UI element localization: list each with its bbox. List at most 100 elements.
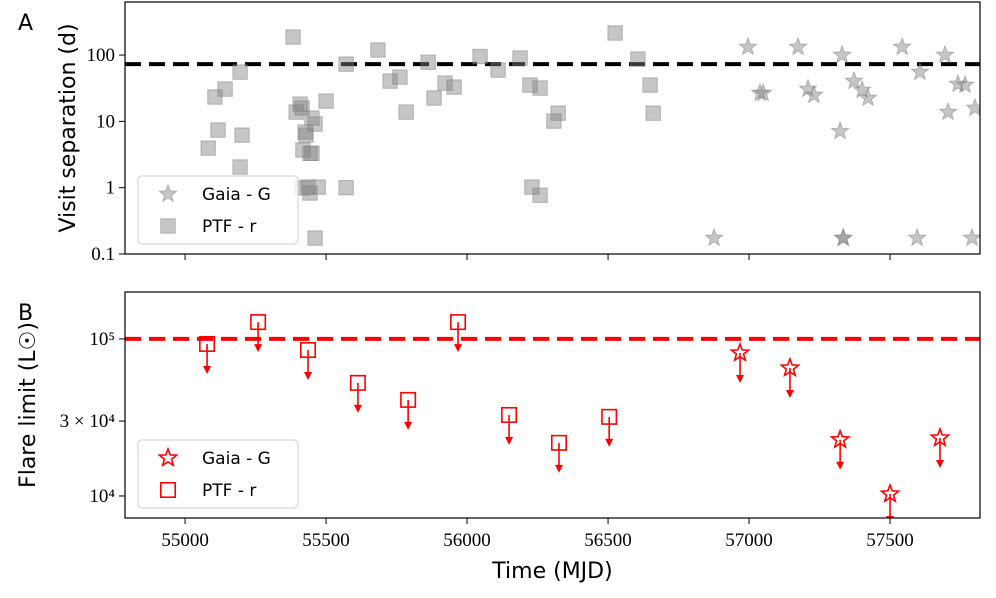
limit-arrowhead (836, 461, 845, 470)
square-marker (217, 81, 233, 97)
square-marker (234, 127, 250, 143)
axes-frame (124, 1, 981, 255)
star-marker (803, 84, 824, 104)
square-marker (426, 90, 442, 106)
square-marker (645, 105, 661, 121)
star-marker (844, 70, 864, 90)
square-marker (607, 25, 623, 41)
x-tick-label: 57500 (866, 530, 914, 551)
legend-label: Gaia - G (202, 185, 271, 205)
square-marker (446, 79, 462, 95)
square-marker (398, 104, 414, 120)
star-marker (832, 44, 853, 64)
plot-area (125, 25, 980, 247)
limit-arrowhead (605, 438, 614, 447)
legend-label: PTF - r (202, 217, 256, 237)
x-axis-label: Time (MJD) (491, 559, 612, 584)
panel-label: A (18, 11, 33, 36)
square-marker (200, 140, 216, 156)
limit-arrowhead (736, 374, 745, 383)
star-marker (738, 36, 758, 56)
square-marker (490, 62, 506, 78)
star-marker (907, 227, 928, 247)
legend-label: Gaia - G (202, 449, 271, 469)
star-marker (892, 36, 913, 56)
limit-arrowhead (254, 344, 263, 353)
star-marker (157, 446, 179, 468)
y-tick-label: 10 (96, 111, 115, 132)
square-marker (300, 179, 316, 195)
square-marker (370, 42, 386, 58)
square-marker (512, 50, 528, 66)
square-marker (294, 100, 310, 116)
square-marker (285, 29, 301, 45)
square-marker (232, 159, 248, 175)
star-marker (955, 74, 975, 94)
star-marker (965, 97, 980, 117)
star-marker (704, 227, 724, 247)
square-marker (392, 69, 408, 85)
square-marker (160, 481, 177, 498)
limit-arrowhead (203, 365, 212, 374)
panel-label: B (18, 301, 33, 326)
limit-arrowhead (505, 436, 514, 445)
x-tick-label: 56000 (443, 530, 491, 551)
star-marker (858, 87, 878, 107)
x-tick-label: 57000 (725, 530, 773, 551)
star-marker (910, 61, 930, 81)
square-marker (302, 185, 318, 201)
square-marker (210, 122, 226, 138)
square-marker (338, 56, 354, 72)
limit-arrowhead (554, 464, 563, 473)
square-marker (420, 54, 436, 70)
square-marker (307, 116, 323, 132)
y-tick-label: 10⁵ (89, 329, 115, 350)
plot-area (125, 314, 980, 518)
square-marker (307, 230, 323, 246)
square-marker (310, 179, 326, 195)
square-marker (318, 93, 334, 109)
square-marker (232, 64, 248, 80)
limit-arrowhead (353, 404, 362, 413)
square-marker (304, 145, 320, 161)
y-axis-label: Visit separation (d) (56, 23, 81, 232)
square-marker (546, 113, 562, 129)
axes-frame (124, 291, 981, 519)
star-marker (788, 36, 809, 56)
star-marker (158, 183, 178, 203)
star-marker (833, 227, 854, 247)
y-tick-label: 100 (87, 45, 116, 66)
square-marker (532, 187, 548, 203)
y-tick-label: 3 × 10⁴ (60, 411, 116, 432)
limit-arrowhead (454, 344, 463, 353)
square-marker (550, 105, 566, 121)
square-marker (630, 51, 646, 67)
y-tick-label: 1 (106, 178, 116, 199)
legend-label: PTF - r (202, 481, 256, 501)
square-marker (642, 77, 658, 93)
y-tick-label: 10⁴ (89, 486, 115, 507)
legend-box (137, 175, 299, 245)
star-marker (938, 101, 959, 121)
star-marker (962, 227, 980, 247)
star-marker (935, 44, 955, 64)
square-marker (160, 218, 176, 234)
legend-box (137, 439, 299, 509)
y-tick-label: 0.1 (91, 244, 115, 265)
square-marker (472, 48, 488, 65)
square-marker (532, 80, 548, 96)
x-tick-label: 55500 (302, 530, 350, 551)
square-marker (338, 179, 354, 196)
limit-arrowhead (304, 372, 313, 381)
y-axis-label: Flare limit (L☉) (16, 322, 41, 488)
x-tick-label: 56500 (584, 530, 632, 551)
limit-arrowhead (404, 421, 413, 430)
square-marker (207, 89, 223, 105)
x-tick-label: 55000 (161, 530, 209, 551)
limit-arrowhead (935, 459, 944, 468)
star-marker (852, 79, 873, 99)
star-marker (753, 82, 774, 102)
star-marker (830, 120, 851, 140)
